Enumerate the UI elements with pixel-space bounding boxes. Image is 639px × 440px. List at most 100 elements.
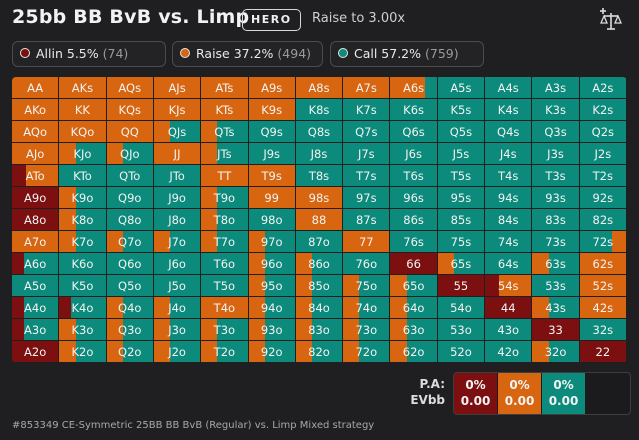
legend-raise[interactable]: Raise 37.2% (494) (172, 41, 323, 67)
hand-cell[interactable]: JTs (201, 143, 249, 165)
hand-cell[interactable]: 77 (343, 231, 391, 253)
hand-cell[interactable]: KTs (201, 99, 249, 121)
hand-cell[interactable]: KTo (59, 165, 107, 187)
hand-cell[interactable]: Q4s (485, 121, 533, 143)
hand-cell[interactable]: T9o (201, 187, 249, 209)
hand-cell[interactable]: J2s (579, 143, 627, 165)
hand-cell[interactable]: AJo (12, 143, 60, 165)
hand-cell[interactable]: T8o (201, 209, 249, 231)
hand-cell[interactable]: Q4o (106, 297, 154, 319)
hand-cell[interactable]: 92o (248, 341, 296, 363)
hand-cell[interactable]: K3o (59, 319, 107, 341)
hand-cell[interactable]: 42o (485, 341, 533, 363)
hand-cell[interactable]: K2s (579, 99, 627, 121)
hand-cell[interactable]: 98o (248, 209, 296, 231)
hand-cell[interactable]: 55 (437, 275, 486, 297)
hand-cell[interactable]: 63s (532, 253, 580, 275)
hand-cell[interactable]: T8s (295, 165, 344, 187)
hand-cell[interactable]: 83s (532, 209, 580, 231)
hand-cell[interactable]: K2o (59, 341, 107, 363)
hand-cell[interactable]: 43o (485, 319, 533, 341)
hand-cell[interactable]: Q3o (106, 319, 154, 341)
hand-cell[interactable]: A9s (248, 77, 296, 99)
hand-cell[interactable]: 74o (343, 297, 391, 319)
hand-cell[interactable]: Q5o (106, 275, 154, 297)
hand-cell[interactable]: 84s (485, 209, 533, 231)
hand-cell[interactable]: K8o (59, 209, 107, 231)
hand-cell[interactable]: J4s (485, 143, 533, 165)
hand-cell[interactable]: J2o (153, 341, 202, 363)
hand-cell[interactable]: Q7o (106, 231, 154, 253)
hand-cell[interactable]: J6o (153, 253, 202, 275)
hand-cell[interactable]: J8o (153, 209, 202, 231)
hand-cell[interactable]: K7s (343, 99, 391, 121)
hand-cell[interactable]: AQo (12, 121, 60, 143)
hand-cell[interactable]: 54o (437, 297, 486, 319)
hand-cell[interactable]: K4o (59, 297, 107, 319)
hand-cell[interactable]: T6s (390, 165, 438, 187)
hand-cell[interactable]: 32o (532, 341, 580, 363)
hand-cell[interactable]: A8s (295, 77, 344, 99)
hand-cell[interactable]: 65s (437, 253, 486, 275)
hand-cell[interactable]: K9o (59, 187, 107, 209)
hand-cell[interactable]: J7o (153, 231, 202, 253)
hand-cell[interactable]: QJo (106, 143, 154, 165)
hand-cell[interactable]: A5s (437, 77, 486, 99)
hand-cell[interactable]: TT (201, 165, 249, 187)
hand-cell[interactable]: K3s (532, 99, 580, 121)
hand-cell[interactable]: J7s (343, 143, 391, 165)
hand-cell[interactable]: 73o (343, 319, 391, 341)
hand-cell[interactable]: 99 (248, 187, 296, 209)
hand-cell[interactable]: 94o (248, 297, 296, 319)
hand-cell[interactable]: K7o (59, 231, 107, 253)
hand-cell[interactable]: 82s (579, 209, 627, 231)
hand-cell[interactable]: 96o (248, 253, 296, 275)
hand-cell[interactable]: T2o (201, 341, 249, 363)
legend-call[interactable]: Call 57.2% (759) (330, 41, 484, 67)
hand-cell[interactable]: 87o (295, 231, 344, 253)
hand-cell[interactable]: 63o (390, 319, 438, 341)
hand-cell[interactable]: ATo (12, 165, 60, 187)
hand-cell[interactable]: A5o (12, 275, 60, 297)
hand-cell[interactable]: Q2o (106, 341, 154, 363)
hand-cell[interactable]: J4o (153, 297, 202, 319)
hand-cell[interactable]: Q6o (106, 253, 154, 275)
hand-cell[interactable]: A2o (12, 341, 60, 363)
hand-cell[interactable]: 43s (532, 297, 580, 319)
hand-cell[interactable]: 53o (437, 319, 486, 341)
hand-cell[interactable]: 62o (390, 341, 438, 363)
hand-cell[interactable]: 86o (295, 253, 344, 275)
hand-cell[interactable]: AA (12, 77, 60, 99)
hand-cell[interactable]: 76s (390, 231, 438, 253)
hand-cell[interactable]: 72o (343, 341, 391, 363)
hand-cell[interactable]: ATs (201, 77, 249, 99)
hand-cell[interactable]: J5s (437, 143, 486, 165)
hand-cell[interactable]: 93s (532, 187, 580, 209)
hand-cell[interactable]: T3o (201, 319, 249, 341)
hand-cell[interactable]: Q9s (248, 121, 296, 143)
hand-cell[interactable]: 97s (343, 187, 391, 209)
hand-cell[interactable]: 97o (248, 231, 296, 253)
hand-cell[interactable]: 52s (579, 275, 627, 297)
hand-cell[interactable]: KQo (59, 121, 107, 143)
hand-cell[interactable]: AKs (59, 77, 107, 99)
hand-cell[interactable]: T2s (579, 165, 627, 187)
hand-cell[interactable]: 95o (248, 275, 296, 297)
hand-cell[interactable]: J3s (532, 143, 580, 165)
hand-cell[interactable]: 96s (390, 187, 438, 209)
hand-cell[interactable]: QTo (106, 165, 154, 187)
hand-cell[interactable]: K5o (59, 275, 107, 297)
hand-cell[interactable]: T9s (248, 165, 296, 187)
hand-cell[interactable]: KK (59, 99, 107, 121)
hand-cell[interactable]: QJs (153, 121, 202, 143)
hand-cell[interactable]: K9s (248, 99, 296, 121)
hand-cell[interactable]: K6o (59, 253, 107, 275)
hand-cell[interactable]: T6o (201, 253, 249, 275)
hand-cell[interactable]: Q2s (579, 121, 627, 143)
hand-cell[interactable]: A3s (532, 77, 580, 99)
hand-cell[interactable]: JTo (153, 165, 202, 187)
hand-cell[interactable]: 64s (485, 253, 533, 275)
hand-cell[interactable]: A7s (343, 77, 391, 99)
hand-cell[interactable]: 75s (437, 231, 486, 253)
hand-cell[interactable]: 93o (248, 319, 296, 341)
